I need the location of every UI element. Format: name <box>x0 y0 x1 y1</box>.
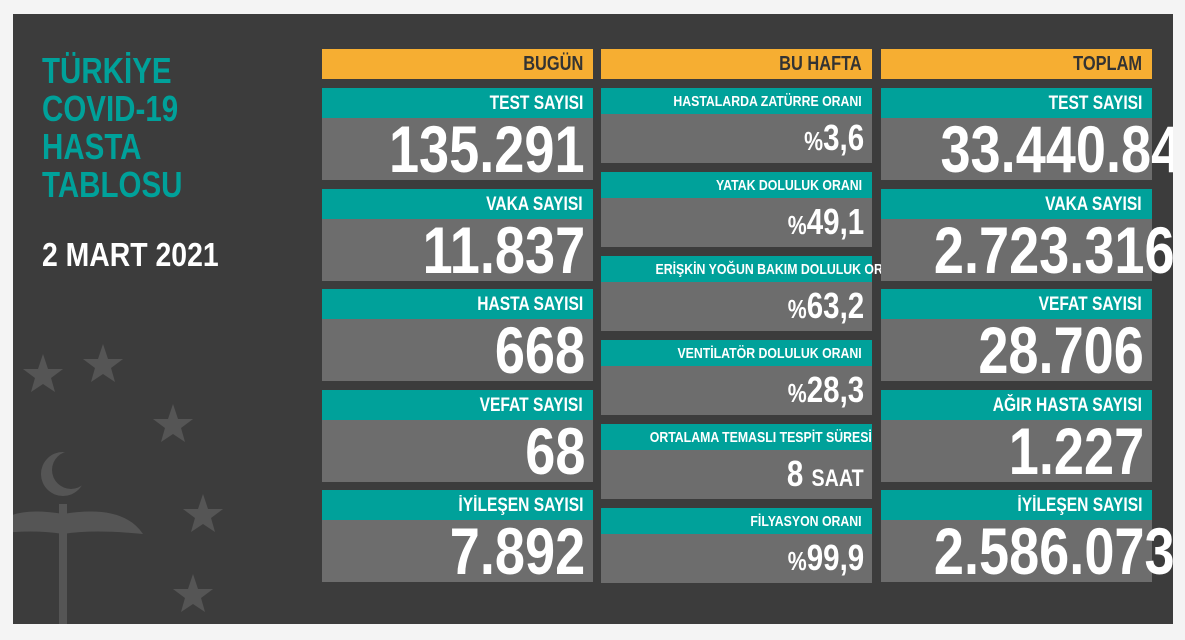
stat-value-box: %99,9 <box>601 534 872 585</box>
percent-sign: % <box>787 210 807 240</box>
total-card: VEFAT SAYISI 28.706 <box>881 289 1152 383</box>
stat-label: VENTİLATÖR DOLULUK ORANI <box>601 340 872 366</box>
week-card: ORTALAMA TEMASLI TESPİT SÜRESİ 8 SAAT <box>601 424 872 499</box>
stat-value-box: 135.291 <box>322 116 593 182</box>
week-card: HASTALARDA ZATÜRRE ORANI %3,6 <box>601 88 872 163</box>
week-card: ERİŞKİN YOĞUN BAKIM DOLULUK ORANI %63,2 <box>601 256 904 333</box>
stat-label: VEFAT SAYISI <box>881 289 1152 319</box>
stat-label: İYİLEŞEN SAYISI <box>881 490 1152 520</box>
week-header: BU HAFTA <box>601 49 872 79</box>
page-title: TÜRKİYE COVID-19 HASTA TABLOSU <box>42 50 183 205</box>
total-header: TOPLAM <box>881 49 1152 79</box>
stat-label: VEFAT SAYISI <box>322 389 593 420</box>
stat-label: ORTALAMA TEMASLI TESPİT SÜRESİ <box>601 424 872 450</box>
stat-value: 11.837 <box>422 212 585 287</box>
stat-value: 668 <box>494 313 585 387</box>
stat-value: 2.723.316 <box>933 212 1173 287</box>
stat-value: 135.291 <box>389 112 585 186</box>
stat-value: 7.892 <box>449 514 585 588</box>
stat-value: 49,1 <box>806 201 864 242</box>
stat-label: AĞIR HASTA SAYISI <box>881 389 1152 420</box>
total-card: İYİLEŞEN SAYISI 2.586.073 <box>881 490 1173 584</box>
stat-label: HASTALARDA ZATÜRRE ORANI <box>601 88 872 114</box>
stat-value-box: 2.586.073 <box>881 518 1173 584</box>
report-date: 2 MART 2021 <box>42 236 219 273</box>
stat-value-box: 7.892 <box>322 518 593 584</box>
stat-value-box: 28.706 <box>881 317 1152 383</box>
stat-value-box: %28,3 <box>601 366 872 417</box>
total-card: AĞIR HASTA SAYISI 1.227 <box>881 389 1152 484</box>
percent-sign: % <box>787 294 807 324</box>
stat-label: HASTA SAYISI <box>322 289 593 319</box>
week-card: VENTİLATÖR DOLULUK ORANI %28,3 <box>601 340 872 415</box>
stat-value: 68 <box>524 413 585 488</box>
stat-value: 8 <box>787 453 804 494</box>
stat-label: TEST SAYISI <box>322 88 593 118</box>
percent-sign: % <box>787 378 807 408</box>
today-card: İYİLEŞEN SAYISI 7.892 <box>322 490 593 584</box>
stat-value: 28,3 <box>806 369 864 410</box>
stat-value: 1.227 <box>1008 413 1144 488</box>
stat-value-box: %49,1 <box>601 198 872 249</box>
week-card: FİLYASYON ORANI %99,9 <box>601 508 872 583</box>
today-card: TEST SAYISI 135.291 <box>322 88 593 182</box>
stat-value-box: %63,2 <box>601 282 872 333</box>
percent-sign: % <box>803 126 823 156</box>
stat-value: 33.440.843 <box>940 112 1173 186</box>
stat-value: 99,9 <box>806 537 864 578</box>
ministry-emblem-icon <box>13 344 223 624</box>
stat-value-box: %3,6 <box>601 114 872 165</box>
stat-label: YATAK DOLULUK ORANI <box>601 172 872 198</box>
today-card: VEFAT SAYISI 68 <box>322 389 593 484</box>
stat-label: VAKA SAYISI <box>322 188 593 219</box>
today-header: BUGÜN <box>322 49 593 79</box>
total-card: VAKA SAYISI 2.723.316 <box>881 188 1173 283</box>
stat-label: ERİŞKİN YOĞUN BAKIM DOLULUK ORANI <box>601 256 904 282</box>
week-column: BU HAFTA HASTALARDA ZATÜRRE ORANI %3,6 YAT… <box>601 49 904 583</box>
stat-value: 28.706 <box>978 313 1144 387</box>
stat-label: TEST SAYISI <box>881 88 1152 118</box>
stat-value-box: 1.227 <box>881 418 1152 484</box>
stat-value-box: 2.723.316 <box>881 217 1173 283</box>
week-card: YATAK DOLULUK ORANI %49,1 <box>601 172 872 247</box>
unit-label: SAAT <box>811 465 864 492</box>
percent-sign: % <box>787 546 807 576</box>
stat-label: VAKA SAYISI <box>881 188 1152 219</box>
today-card: HASTA SAYISI 668 <box>322 289 593 383</box>
stat-value-box: 668 <box>322 317 593 383</box>
stat-label: FİLYASYON ORANI <box>601 508 872 534</box>
today-column: BUGÜN TEST SAYISI 135.291 VAKA SAYISI 11.83… <box>322 49 593 584</box>
dashboard-panel: TÜRKİYE COVID-19 HASTA TABLOSU 2 MART 20… <box>13 14 1173 624</box>
stat-label: İYİLEŞEN SAYISI <box>322 490 593 520</box>
stat-value-box: 68 <box>322 418 593 484</box>
stat-value-box: 33.440.843 <box>881 116 1173 182</box>
stat-value: 63,2 <box>806 285 864 326</box>
stat-value: 3,6 <box>822 117 864 158</box>
stat-value-box: 11.837 <box>322 217 593 283</box>
today-card: VAKA SAYISI 11.837 <box>322 188 593 283</box>
stat-value-box: 8 SAAT <box>601 450 872 503</box>
stat-value: 2.586.073 <box>933 514 1173 588</box>
